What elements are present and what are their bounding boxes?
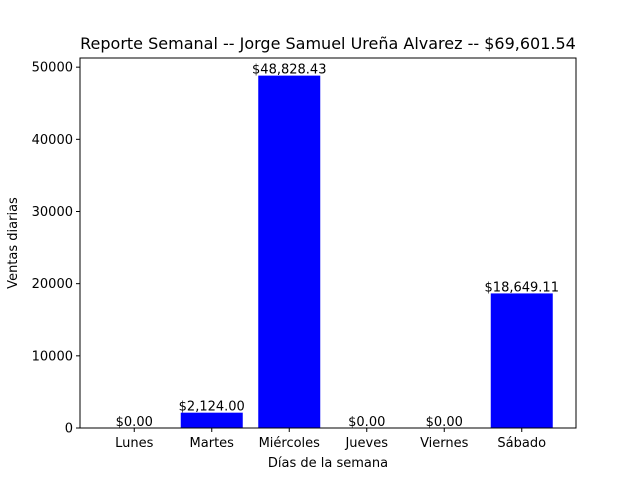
data-label: $18,649.11 xyxy=(485,280,559,295)
data-label: $2,124.00 xyxy=(179,400,245,415)
plot-area-frame xyxy=(79,57,577,429)
bar xyxy=(258,75,321,429)
data-label: $0.00 xyxy=(426,415,463,430)
x-tick-label: Viernes xyxy=(420,436,469,451)
bar xyxy=(490,293,553,428)
data-label: $0.00 xyxy=(116,415,153,430)
data-label: $48,828.43 xyxy=(252,63,326,78)
x-tick-label: Martes xyxy=(190,436,235,451)
y-tick-label: 0 xyxy=(65,422,73,437)
x-axis-label: Días de la semana xyxy=(268,456,388,471)
x-tick-label: Lunes xyxy=(115,436,153,451)
y-tick-label: 10000 xyxy=(32,349,73,364)
y-axis-label: Ventas diarias xyxy=(6,197,21,289)
x-tick-label: Jueves xyxy=(344,436,388,451)
y-tick-label: 20000 xyxy=(32,277,73,292)
y-tick-label: 50000 xyxy=(32,61,73,76)
x-tick-label: Miércoles xyxy=(259,436,321,451)
data-label: $0.00 xyxy=(348,415,385,430)
x-tick-label: Sábado xyxy=(497,436,546,451)
y-tick-label: 30000 xyxy=(32,205,73,220)
y-tick-label: 40000 xyxy=(32,133,73,148)
chart-title: Reporte Semanal -- Jorge Samuel Ureña Al… xyxy=(80,34,576,53)
bar xyxy=(180,412,243,428)
